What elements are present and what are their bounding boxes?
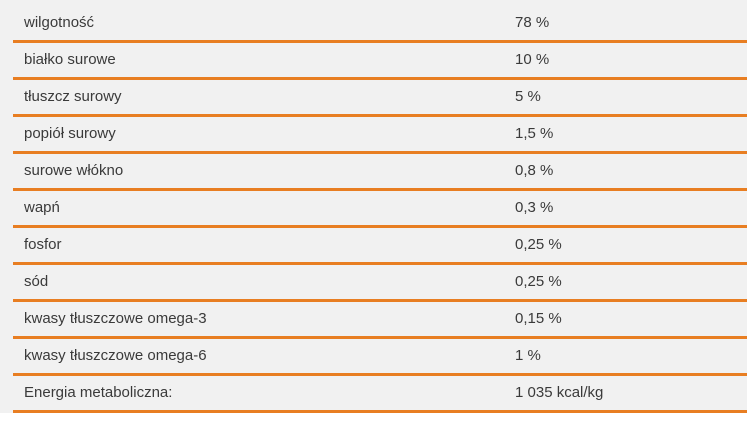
nutrient-value: 0,25 % [504, 226, 747, 265]
table-row: wilgotność 78 % [13, 6, 747, 43]
table-row: wapń 0,3 % [13, 189, 747, 228]
nutrient-label: Energia metaboliczna: [13, 374, 504, 413]
nutrient-value: 1 035 kcal/kg [504, 374, 747, 413]
nutrition-table: wilgotność 78 % białko surowe 10 % tłusz… [13, 6, 747, 413]
table-row: surowe włókno 0,8 % [13, 152, 747, 191]
nutrient-value: 0,8 % [504, 152, 747, 191]
nutrient-value: 10 % [504, 41, 747, 80]
nutrient-label: kwasy tłuszczowe omega-6 [13, 337, 504, 376]
nutrient-label: surowe włókno [13, 152, 504, 191]
nutrient-label: fosfor [13, 226, 504, 265]
nutrient-value: 1 % [504, 337, 747, 376]
table-row: tłuszcz surowy 5 % [13, 78, 747, 117]
nutrient-label: wilgotność [13, 6, 504, 43]
table-row: fosfor 0,25 % [13, 226, 747, 265]
nutrient-label: białko surowe [13, 41, 504, 80]
nutrient-value: 0,15 % [504, 300, 747, 339]
nutrient-label: popiół surowy [13, 115, 504, 154]
nutrient-label: wapń [13, 189, 504, 228]
nutrient-value: 0,3 % [504, 189, 747, 228]
table-row: sód 0,25 % [13, 263, 747, 302]
nutrient-value: 1,5 % [504, 115, 747, 154]
nutrient-value: 0,25 % [504, 263, 747, 302]
table-row: Energia metaboliczna: 1 035 kcal/kg [13, 374, 747, 413]
nutrient-label: tłuszcz surowy [13, 78, 504, 117]
table-row: białko surowe 10 % [13, 41, 747, 80]
nutrient-value: 5 % [504, 78, 747, 117]
table-row: kwasy tłuszczowe omega-6 1 % [13, 337, 747, 376]
table-row: kwasy tłuszczowe omega-3 0,15 % [13, 300, 747, 339]
nutrient-label: sód [13, 263, 504, 302]
nutrient-value: 78 % [504, 6, 747, 43]
nutrition-panel: wilgotność 78 % białko surowe 10 % tłusz… [0, 0, 747, 413]
table-row: popiół surowy 1,5 % [13, 115, 747, 154]
nutrient-label: kwasy tłuszczowe omega-3 [13, 300, 504, 339]
